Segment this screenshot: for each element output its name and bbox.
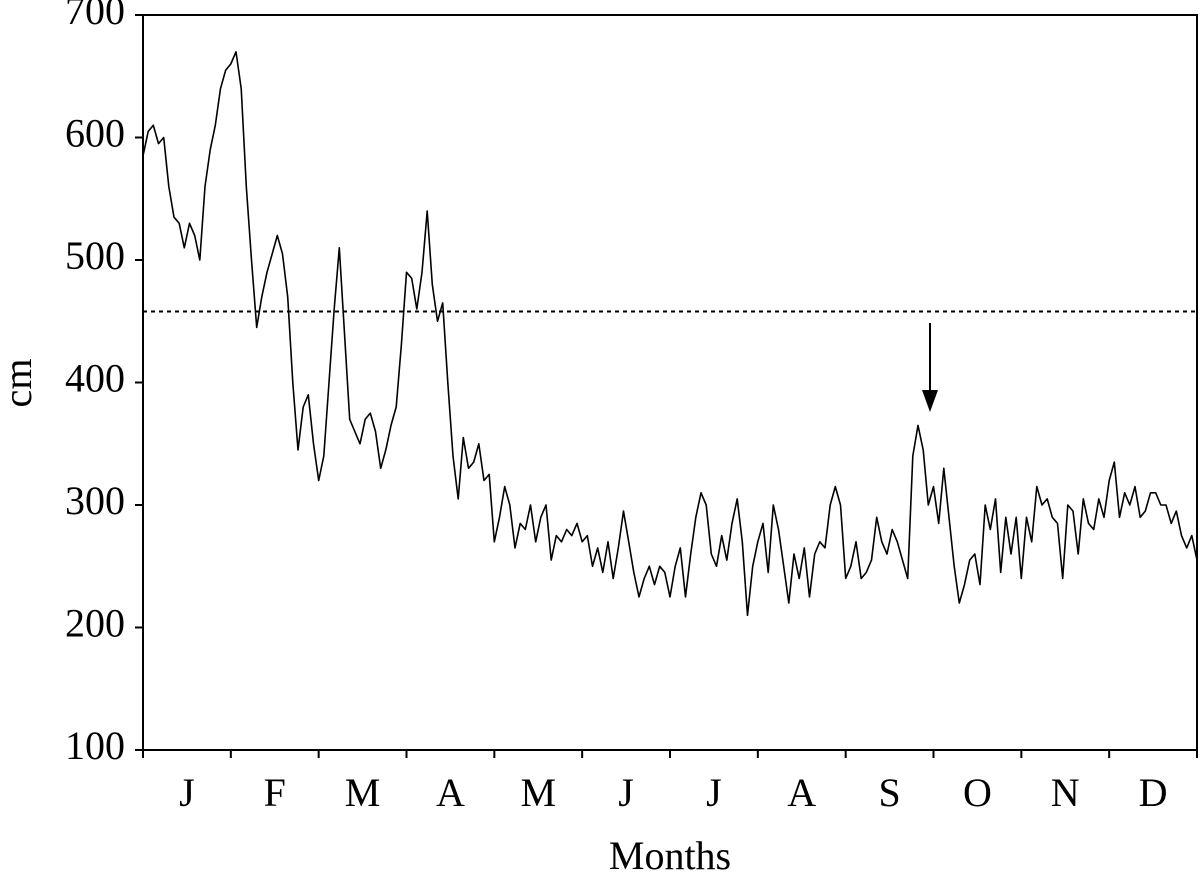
x-tick-label: J	[706, 770, 722, 815]
y-tick-label: 700	[65, 0, 125, 33]
annotation-arrow	[922, 323, 938, 412]
x-tick-label: N	[1051, 770, 1080, 815]
x-tick-label: J	[618, 770, 634, 815]
data-line	[142, 51, 1198, 617]
x-tick-label: A	[787, 770, 816, 815]
x-tick-label: J	[179, 770, 195, 815]
y-tick-label: 100	[65, 723, 125, 768]
x-tick-label: F	[264, 770, 286, 815]
x-axis-label: Months	[609, 833, 731, 878]
y-tick-label: 300	[65, 478, 125, 523]
y-axis-label: cm	[0, 359, 40, 408]
x-tick-label: S	[878, 770, 900, 815]
plot-frame	[142, 14, 1198, 751]
x-tick-label: A	[436, 770, 465, 815]
x-tick-label: M	[520, 770, 556, 815]
arrow-head	[922, 390, 938, 412]
y-tick-label: 200	[65, 601, 125, 646]
x-tick-label: D	[1139, 770, 1168, 815]
y-tick-label: 600	[65, 111, 125, 156]
y-tick-label: 400	[65, 356, 125, 401]
y-tick-label: 500	[65, 233, 125, 278]
x-tick-label: M	[345, 770, 381, 815]
x-tick-label: O	[963, 770, 992, 815]
